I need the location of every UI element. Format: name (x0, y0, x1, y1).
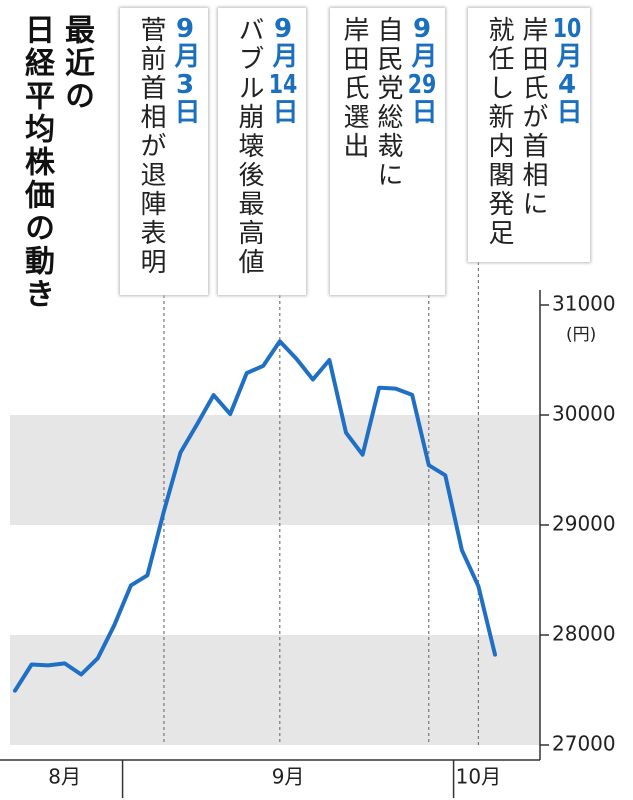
annotation-box: 9月29日 自民党総裁に 岸田氏選出 (330, 8, 445, 295)
x-tick-label: 8月 (48, 765, 81, 789)
y-tick-label: 28000 (552, 622, 616, 646)
annotation-date: 10月4日 (552, 16, 582, 128)
annotation-date: 9月3日 (170, 16, 200, 128)
annotation-date: 9月29日 (407, 16, 437, 128)
title-line: 最近の (59, 14, 94, 113)
x-tick-label: 10月 (456, 765, 501, 789)
annotation-box: 10月4日 岸田氏が首相に 就任し新内閣発足 (468, 8, 590, 262)
annotation-text: 自民党総裁に (373, 16, 403, 190)
annotation-date: 9月14日 (268, 16, 298, 128)
band (10, 415, 540, 525)
annotation-box: 9月14日 バブル崩壊後最高値 (218, 8, 306, 295)
annotation-text: 就任し新内閣発足 (484, 16, 514, 248)
y-tick-label: 30000 (552, 402, 616, 426)
y-tick-label: 29000 (552, 512, 616, 536)
x-tick-label: 9月 (272, 765, 305, 789)
y-tick-label: 27000 (552, 732, 616, 756)
annotation-text: 岸田氏が首相に (518, 16, 548, 219)
band (10, 635, 540, 745)
title-line: 日経平均株価の動き (19, 14, 54, 311)
y-tick-label: 31000 (552, 292, 616, 316)
chart-title: 最近の 日経平均株価の動き (16, 14, 96, 324)
line (13, 339, 497, 693)
annotation-text: 岸田氏選出 (339, 16, 369, 161)
annotation-text: バブル崩壊後最高値 (234, 16, 264, 277)
annotation-text: 菅前首相が退陣表明 (136, 16, 166, 277)
annotation-box: 9月3日 菅前首相が退陣表明 (120, 8, 208, 295)
y-unit: (円) (566, 325, 596, 345)
